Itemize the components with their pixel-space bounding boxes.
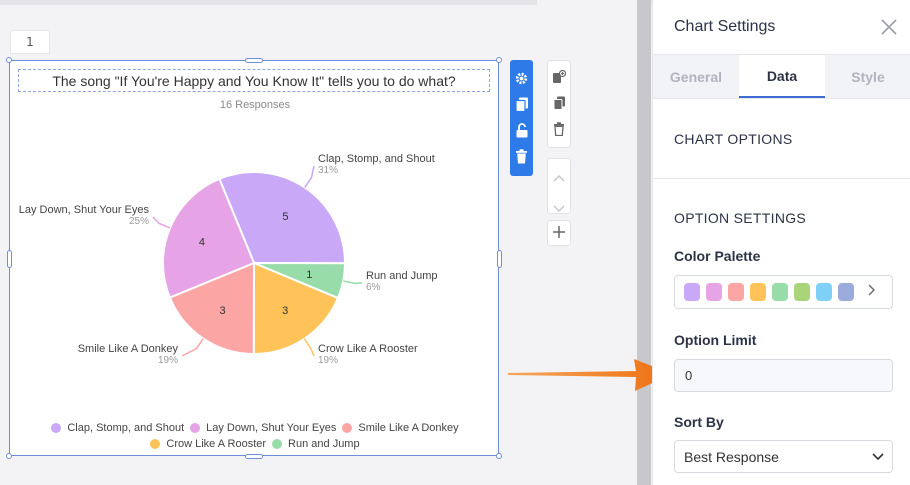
palette-swatch <box>706 283 722 301</box>
resize-handle-bottom-left[interactable] <box>6 453 12 459</box>
chart-title[interactable]: The song "If You're Happy and You Know I… <box>18 69 490 92</box>
settings-tabs: General Data Style <box>653 54 910 99</box>
legend-swatch <box>51 423 62 433</box>
resize-handle-top-right[interactable] <box>496 57 502 63</box>
panel-title: Chart Settings <box>674 18 776 35</box>
leader-line <box>304 165 315 188</box>
resize-handle-left[interactable] <box>7 250 12 268</box>
palette-swatch <box>794 283 810 301</box>
palette-swatch <box>684 283 700 301</box>
leader-line <box>181 338 204 357</box>
palette-swatch <box>728 283 744 301</box>
chart-options-heading[interactable]: CHART OPTIONS <box>674 131 793 147</box>
slice-percent-label: 25% <box>129 216 149 227</box>
plus-icon[interactable] <box>552 224 566 243</box>
slice-label: Smile Like A Donkey <box>78 343 179 355</box>
page-order-tools <box>547 158 571 214</box>
legend-item-crow-like-a-rooster[interactable]: Crow Like A Rooster <box>150 437 266 451</box>
tab-general[interactable]: General <box>669 68 723 85</box>
legend-item-clap-stomp-and-shout[interactable]: Clap, Stomp, and Shout <box>51 421 184 435</box>
leader-line <box>343 280 363 285</box>
option-limit-label: Option Limit <box>674 332 757 348</box>
add-page-icon[interactable] <box>552 69 567 88</box>
legend-swatch <box>342 423 353 433</box>
callout-arrow-icon <box>508 359 672 391</box>
chart-settings-panel: Chart Settings General Data Style CHART … <box>652 0 910 485</box>
palette-swatch <box>838 283 854 301</box>
slice-percent-label: 6% <box>366 282 381 293</box>
legend-label: Clap, Stomp, and Shout <box>67 422 185 434</box>
legend-swatch <box>190 423 201 433</box>
trash-icon[interactable] <box>514 147 530 165</box>
slice-value-label: 1 <box>306 269 312 281</box>
slice-value-label: 3 <box>282 305 288 317</box>
slice-value-label: 5 <box>282 211 288 223</box>
duplicate-icon[interactable] <box>514 95 530 113</box>
legend-item-lay-down-shut-your-eyes[interactable]: Lay Down, Shut Your Eyes <box>190 421 336 435</box>
page-number-tab[interactable]: 1 <box>10 30 50 54</box>
add-page-tool <box>547 220 571 246</box>
page-tools <box>547 60 571 148</box>
gear-icon[interactable] <box>514 69 530 87</box>
chart-legend: Clap, Stomp, and Shout Lay Down, Shut You… <box>30 421 480 453</box>
resize-handle-bottom[interactable] <box>245 454 263 459</box>
leader-line <box>303 338 315 357</box>
chevron-right-icon[interactable] <box>868 283 876 301</box>
response-count: 16 Responses <box>219 99 291 111</box>
chart-element[interactable]: The song "If You're Happy and You Know I… <box>9 60 499 456</box>
slice-percent-label: 19% <box>158 355 178 366</box>
leader-line <box>152 216 171 229</box>
sort-by-value: Best Response <box>684 448 779 465</box>
legend-label: Crow Like A Rooster <box>166 438 267 450</box>
slice-label: Crow Like A Rooster <box>318 343 418 355</box>
palette-swatch <box>750 283 766 301</box>
legend-label: Run and Jump <box>288 438 360 450</box>
legend-swatch <box>150 439 161 449</box>
legend-swatch <box>272 439 283 449</box>
close-icon[interactable] <box>880 18 898 36</box>
slice-percent-label: 19% <box>318 355 338 366</box>
unlock-icon[interactable] <box>514 121 530 139</box>
sort-by-label: Sort By <box>674 414 724 430</box>
palette-swatch <box>816 283 832 301</box>
copy-icon[interactable] <box>553 95 566 114</box>
top-bar <box>0 0 652 5</box>
resize-handle-top-left[interactable] <box>6 57 12 63</box>
legend-label: Smile Like A Donkey <box>358 422 459 434</box>
option-limit-input[interactable]: 0 <box>674 359 893 392</box>
element-toolbar <box>510 60 533 176</box>
delete-icon[interactable] <box>553 121 565 140</box>
option-settings-heading[interactable]: OPTION SETTINGS <box>674 210 807 226</box>
resize-handle-top[interactable] <box>245 58 263 63</box>
palette-swatch <box>772 283 788 301</box>
slice-label: Run and Jump <box>366 270 438 282</box>
sort-by-select[interactable]: Best Response <box>674 440 893 473</box>
chevron-down-icon[interactable] <box>553 198 565 217</box>
resize-handle-right[interactable] <box>497 250 502 268</box>
legend-label: Lay Down, Shut Your Eyes <box>206 422 337 434</box>
slice-label: Lay Down, Shut Your Eyes <box>19 204 150 216</box>
chevron-down-icon <box>872 452 884 460</box>
legend-item-smile-like-a-donkey[interactable]: Smile Like A Donkey <box>342 421 459 435</box>
pie-slice-clap-stomp-and-shout[interactable] <box>218 171 347 265</box>
color-palette-picker[interactable] <box>674 275 893 309</box>
legend-item-run-and-jump[interactable]: Run and Jump <box>272 437 360 451</box>
slice-value-label: 4 <box>199 236 205 248</box>
resize-handle-bottom-right[interactable] <box>496 453 502 459</box>
slice-label: Clap, Stomp, and Shout <box>318 153 435 165</box>
chevron-up-icon[interactable] <box>553 167 565 186</box>
slice-percent-label: 31% <box>318 165 338 176</box>
slice-value-label: 3 <box>219 305 225 317</box>
tab-style[interactable]: Style <box>851 68 885 85</box>
color-palette-label: Color Palette <box>674 248 761 264</box>
canvas-scrollbar[interactable] <box>637 0 651 485</box>
section-divider <box>653 178 910 179</box>
tab-data[interactable]: Data <box>739 55 825 98</box>
